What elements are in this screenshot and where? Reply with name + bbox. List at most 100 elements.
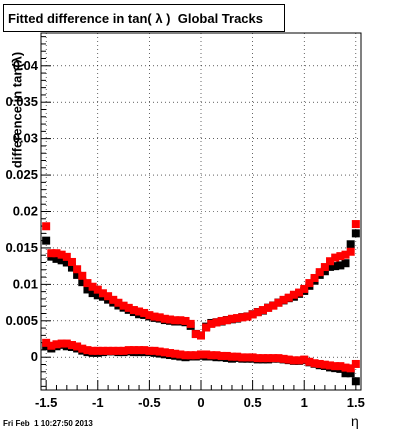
data-point — [191, 351, 200, 360]
data-point — [135, 346, 144, 355]
data-point — [284, 293, 293, 302]
y-tick-label: 0.025 — [5, 167, 38, 182]
data-point — [305, 357, 314, 366]
data-point — [258, 354, 267, 363]
data-point — [171, 316, 180, 325]
data-point — [264, 303, 273, 312]
axes: -1.5 -1 -0.5 0 0.5 1 1.5 0 0.005 0.01 0.015 0.02 0.0… — [5, 36, 365, 410]
data-point — [243, 353, 252, 362]
data-markers — [42, 220, 360, 386]
data-point — [145, 311, 154, 320]
data-point — [140, 308, 149, 317]
data-point — [197, 350, 205, 359]
data-point — [197, 331, 205, 340]
data-point — [269, 354, 278, 363]
data-point — [42, 338, 51, 347]
data-point — [207, 351, 216, 360]
data-point — [150, 346, 159, 355]
data-point — [78, 278, 87, 287]
y-tick-label: 0.03 — [13, 131, 38, 146]
data-point — [274, 354, 283, 363]
data-point — [295, 288, 304, 297]
data-point — [238, 353, 247, 362]
data-point — [233, 314, 242, 323]
data-point — [52, 249, 61, 258]
data-point — [67, 263, 76, 272]
data-point — [186, 319, 195, 328]
data-point — [67, 341, 76, 350]
data-point — [315, 359, 324, 368]
data-point — [336, 252, 345, 261]
data-point — [310, 273, 319, 282]
data-point — [331, 362, 340, 371]
data-point — [73, 265, 82, 274]
data-point — [52, 254, 61, 263]
data-point — [98, 289, 107, 298]
data-point — [346, 369, 355, 378]
data-point — [62, 339, 71, 348]
data-point — [331, 262, 340, 271]
data-point — [62, 252, 71, 261]
y-tick-label: 0.02 — [13, 204, 38, 219]
data-point — [135, 307, 144, 316]
data-point — [93, 291, 102, 300]
data-point — [67, 257, 76, 266]
data-point — [320, 263, 329, 272]
data-point — [83, 285, 92, 294]
data-point — [264, 354, 273, 363]
y-tick-label: 0.005 — [5, 313, 38, 328]
data-point — [78, 344, 87, 353]
data-point — [114, 298, 123, 307]
data-point — [289, 356, 298, 365]
data-point — [212, 318, 221, 327]
data-point — [129, 306, 138, 315]
data-point — [289, 290, 298, 299]
data-point — [243, 312, 252, 321]
data-point — [176, 316, 185, 325]
data-point — [207, 319, 216, 328]
data-point — [124, 303, 133, 312]
data-point — [176, 350, 185, 359]
y-tick-label: 0.01 — [13, 276, 38, 291]
data-point — [88, 346, 97, 355]
y-axis-label: difference in tan(λ) — [9, 51, 25, 169]
data-point — [326, 262, 335, 271]
data-point — [202, 323, 211, 332]
data-point — [326, 361, 335, 370]
data-point — [171, 349, 180, 358]
data-point — [93, 285, 102, 294]
chart-title: Fitted difference in tan( λ ) Global Tra… — [3, 4, 285, 32]
data-point — [351, 220, 360, 229]
data-point — [181, 316, 190, 325]
x-tick-label: -0.5 — [138, 395, 160, 410]
data-point — [114, 346, 123, 355]
x-tick-label: -1.5 — [35, 395, 57, 410]
y-tick-label: 0.04 — [13, 58, 39, 73]
data-point — [341, 250, 350, 259]
data-point — [212, 351, 221, 360]
timestamp: Fri Feb 1 10:27:50 2013 — [3, 419, 93, 428]
data-point — [166, 315, 175, 324]
data-point — [351, 229, 360, 238]
x-tick-label: 0 — [197, 395, 204, 410]
data-point — [181, 351, 190, 360]
data-point — [155, 313, 164, 322]
data-point — [346, 240, 355, 249]
data-point — [341, 259, 350, 268]
data-point — [145, 346, 154, 355]
data-point — [258, 306, 267, 315]
data-point — [140, 346, 149, 355]
data-point — [341, 369, 350, 378]
x-tick-label: 1.5 — [347, 395, 365, 410]
data-point — [88, 282, 97, 291]
data-point — [52, 340, 61, 349]
x-tick-label: -1 — [92, 395, 104, 410]
x-tick-label: 1 — [301, 395, 308, 410]
data-point — [119, 346, 128, 355]
y-tick-label: 0.015 — [5, 240, 38, 255]
data-point — [217, 316, 226, 325]
data-point — [320, 360, 329, 369]
data-point — [42, 236, 51, 245]
data-point — [109, 295, 118, 304]
data-point — [227, 314, 236, 323]
